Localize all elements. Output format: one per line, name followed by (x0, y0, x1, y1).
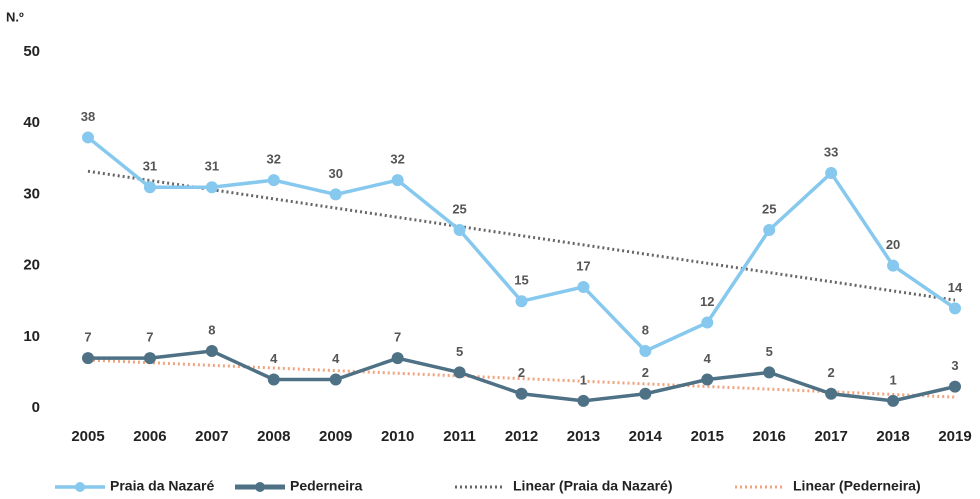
data-label: 20 (886, 237, 900, 252)
data-label: 12 (700, 294, 714, 309)
x-tick-label: 2016 (753, 428, 786, 445)
data-label: 7 (394, 330, 401, 345)
x-tick-label: 2010 (381, 428, 414, 445)
x-tick-label: 2012 (505, 428, 538, 445)
point (391, 352, 404, 365)
x-tick-label: 2007 (195, 428, 228, 445)
legend-swatch (75, 482, 85, 492)
point (205, 181, 218, 194)
trend-line (87, 169, 956, 302)
y-axis-label: N.º (6, 9, 24, 24)
data-label: 25 (452, 201, 466, 216)
data-label: 15 (514, 273, 528, 288)
data-label: 1 (580, 372, 587, 387)
x-tick-label: 2008 (257, 428, 290, 445)
data-label: 8 (208, 322, 215, 337)
data-label: 8 (642, 322, 649, 337)
point (763, 366, 776, 379)
point (453, 366, 466, 379)
data-label: 32 (267, 152, 281, 167)
point (82, 131, 94, 144)
data-label: 14 (948, 280, 963, 295)
x-tick-label: 2011 (443, 428, 476, 445)
point (143, 181, 156, 194)
point (577, 394, 590, 407)
data-label: 17 (576, 258, 590, 273)
data-label: 3 (951, 358, 958, 373)
data-label: 4 (332, 351, 340, 366)
data-label: 1 (889, 372, 896, 387)
point (825, 167, 838, 180)
point (825, 387, 838, 400)
data-label: 31 (205, 159, 219, 174)
x-tick-label: 2014 (629, 428, 663, 445)
point (143, 352, 156, 365)
point (267, 174, 280, 187)
point (515, 387, 528, 400)
data-label: 2 (828, 365, 835, 380)
data-label: 7 (146, 330, 153, 345)
point (887, 394, 900, 407)
point (577, 280, 590, 293)
x-tick-label: 2009 (319, 428, 352, 445)
data-label: 2 (518, 365, 525, 380)
point (329, 188, 342, 201)
point (949, 380, 961, 393)
data-label: 4 (270, 351, 278, 366)
point (515, 295, 528, 308)
y-tick-label: 0 (32, 399, 40, 416)
data-label: 32 (390, 152, 404, 167)
data-label: 2 (642, 365, 649, 380)
data-label: 38 (81, 109, 95, 124)
data-label: 33 (824, 144, 838, 159)
data-label: 25 (762, 201, 776, 216)
legend-label: Praia da Nazaré (110, 478, 214, 494)
data-label: 7 (84, 330, 91, 345)
data-label: 31 (143, 159, 157, 174)
legend-label: Linear (Pederneira) (793, 478, 921, 494)
point (267, 373, 280, 386)
legend-label: Linear (Praia da Nazaré) (513, 478, 673, 494)
point (639, 387, 652, 400)
point (887, 259, 900, 272)
point (453, 224, 466, 236)
y-tick-label: 10 (23, 328, 40, 345)
point (329, 373, 342, 386)
legend-label: Pederneira (290, 478, 363, 494)
point (949, 302, 961, 315)
point (205, 345, 218, 358)
data-label: 5 (456, 344, 463, 359)
data-label: 30 (328, 166, 342, 181)
y-tick-label: 40 (23, 114, 40, 131)
x-tick-label: 2018 (876, 428, 909, 445)
x-tick-label: 2006 (133, 428, 166, 445)
x-tick-label: 2017 (814, 428, 847, 445)
y-tick-label: 50 (23, 43, 40, 60)
x-tick-label: 2019 (938, 428, 971, 445)
y-tick-label: 20 (23, 257, 40, 274)
point (82, 352, 94, 365)
x-tick-label: 2013 (567, 428, 600, 445)
y-tick-label: 30 (23, 185, 40, 202)
data-label: 4 (704, 351, 712, 366)
data-label: 5 (766, 344, 773, 359)
point (763, 224, 776, 236)
legend-swatch (255, 482, 265, 492)
x-tick-label: 2005 (71, 428, 104, 445)
x-tick-label: 2015 (691, 428, 724, 445)
point (391, 174, 404, 187)
point (701, 373, 714, 386)
point (639, 345, 652, 358)
point (701, 316, 714, 329)
